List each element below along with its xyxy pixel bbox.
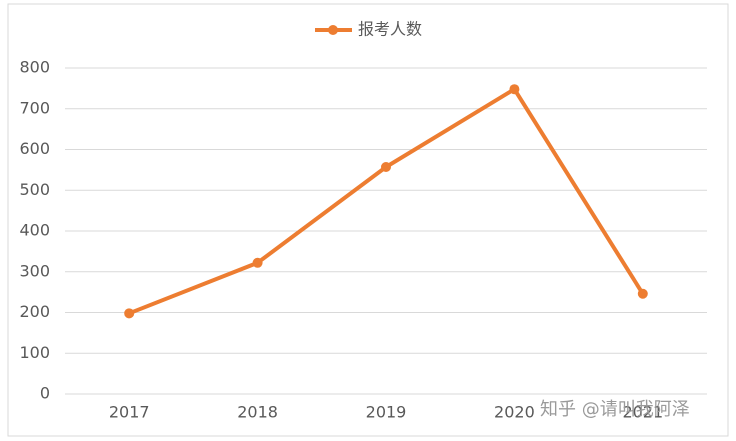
watermark: 知乎 @请叫我阿泽 <box>540 399 690 420</box>
x-tick-label: 2020 <box>494 403 535 422</box>
y-tick-label: 400 <box>19 221 50 240</box>
y-tick-label: 800 <box>19 58 50 77</box>
y-tick-label: 200 <box>19 302 50 321</box>
marker <box>509 84 520 95</box>
chart-frame <box>7 3 729 437</box>
legend-label: 报考人数 <box>358 20 422 39</box>
marker <box>637 288 648 299</box>
marker <box>252 257 263 268</box>
marker <box>124 308 135 319</box>
x-tick-label: 2018 <box>237 403 278 422</box>
x-tick-label: 2017 <box>109 403 150 422</box>
y-tick-label: 100 <box>19 343 50 362</box>
y-tick-label: 500 <box>19 180 50 199</box>
y-tick-label: 0 <box>40 384 50 403</box>
y-tick-label: 300 <box>19 261 50 280</box>
y-tick-label: 700 <box>19 98 50 117</box>
marker <box>381 162 391 173</box>
x-tick-label: 2019 <box>366 403 407 422</box>
y-tick-label: 600 <box>19 139 50 158</box>
x-tick-label: 2021 <box>622 403 663 422</box>
legend-marker <box>328 25 338 35</box>
